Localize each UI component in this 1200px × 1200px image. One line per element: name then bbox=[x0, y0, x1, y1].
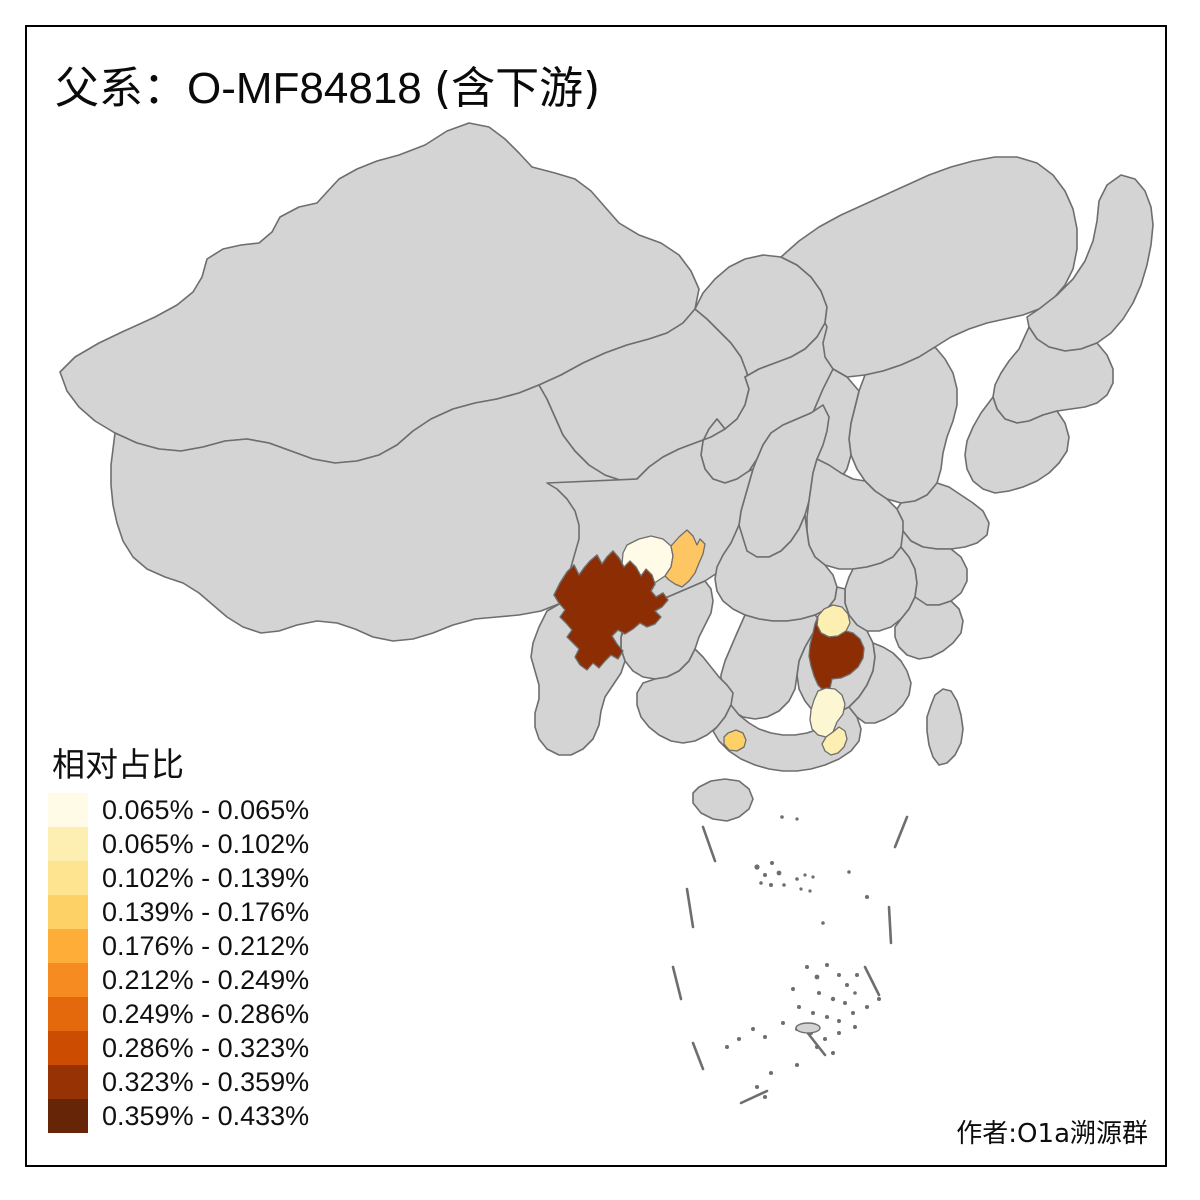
legend-label: 0.212% - 0.249% bbox=[102, 964, 310, 995]
legend-label: 0.176% - 0.212% bbox=[102, 930, 310, 961]
nine-dash-line bbox=[671, 815, 909, 1105]
legend-title: 相对占比 bbox=[52, 745, 184, 784]
legend-swatch bbox=[48, 860, 88, 895]
map-svg bbox=[59, 122, 1154, 1105]
legend-swatch bbox=[48, 1030, 88, 1065]
legend-swatch bbox=[48, 826, 88, 861]
legend-swatch bbox=[48, 1098, 88, 1133]
title-prefix: 父系： bbox=[55, 63, 187, 114]
legend-swatch bbox=[48, 894, 88, 929]
legend-label: 0.249% - 0.286% bbox=[102, 998, 310, 1029]
legend-row: 0.286% - 0.323% bbox=[48, 1030, 310, 1065]
legend: 相对占比 0.065% - 0.065% 0.065% - 0.102% 0.102… bbox=[48, 745, 310, 1133]
map-highlight-layer bbox=[553, 529, 865, 756]
legend-row: 0.359% - 0.433% bbox=[48, 1098, 310, 1133]
island-shoal bbox=[795, 1022, 821, 1034]
south-china-sea-islands bbox=[725, 815, 881, 1099]
legend-row: 0.102% - 0.139% bbox=[48, 860, 310, 895]
legend-label: 0.065% - 0.065% bbox=[102, 794, 310, 825]
legend-row: 0.212% - 0.249% bbox=[48, 962, 310, 997]
region-fujian bbox=[848, 642, 912, 724]
title-haplogroup: O-MF84818 bbox=[187, 64, 422, 113]
legend-swatch bbox=[48, 928, 88, 963]
legend-swatch bbox=[48, 996, 88, 1031]
legend-row: 0.323% - 0.359% bbox=[48, 1064, 310, 1099]
legend-label: 0.323% - 0.359% bbox=[102, 1066, 310, 1097]
page-title: 父系：O-MF84818 (含下游) bbox=[55, 52, 600, 116]
region-wuzhong bbox=[664, 529, 706, 588]
legend-rows: 0.065% - 0.065% 0.065% - 0.102% 0.102% - 0… bbox=[48, 792, 310, 1133]
legend-label: 0.102% - 0.139% bbox=[102, 862, 310, 893]
legend-row: 0.065% - 0.102% bbox=[48, 826, 310, 861]
region-guangdong bbox=[712, 704, 862, 772]
legend-swatch bbox=[48, 792, 88, 827]
legend-row: 0.249% - 0.286% bbox=[48, 996, 310, 1031]
region-taiwan bbox=[926, 688, 964, 766]
legend-row: 0.139% - 0.176% bbox=[48, 894, 310, 929]
title-suffix: (含下游) bbox=[434, 63, 601, 114]
legend-label: 0.286% - 0.323% bbox=[102, 1032, 310, 1063]
legend-label: 0.359% - 0.433% bbox=[102, 1100, 310, 1131]
legend-swatch bbox=[48, 962, 88, 997]
china-choropleth-map[interactable] bbox=[27, 27, 1165, 1165]
region-zhejiang bbox=[894, 596, 964, 660]
legend-label: 0.139% - 0.176% bbox=[102, 896, 310, 927]
legend-row: 0.065% - 0.065% bbox=[48, 792, 310, 827]
region-heyuan bbox=[821, 726, 848, 756]
region-jilin bbox=[992, 326, 1114, 424]
legend-row: 0.176% - 0.212% bbox=[48, 928, 310, 963]
region-maoming bbox=[723, 729, 747, 752]
legend-swatch bbox=[48, 1064, 88, 1099]
region-chongqing-fill bbox=[553, 550, 669, 671]
region-hainan bbox=[692, 778, 754, 822]
region-liaoning bbox=[964, 396, 1070, 494]
region-ganzhou bbox=[808, 615, 865, 692]
author-credit: 作者:O1a溯源群 bbox=[956, 1119, 1148, 1149]
map-base-layer bbox=[59, 122, 1154, 822]
region-hunan bbox=[720, 614, 822, 720]
legend-label: 0.065% - 0.102% bbox=[102, 828, 310, 859]
